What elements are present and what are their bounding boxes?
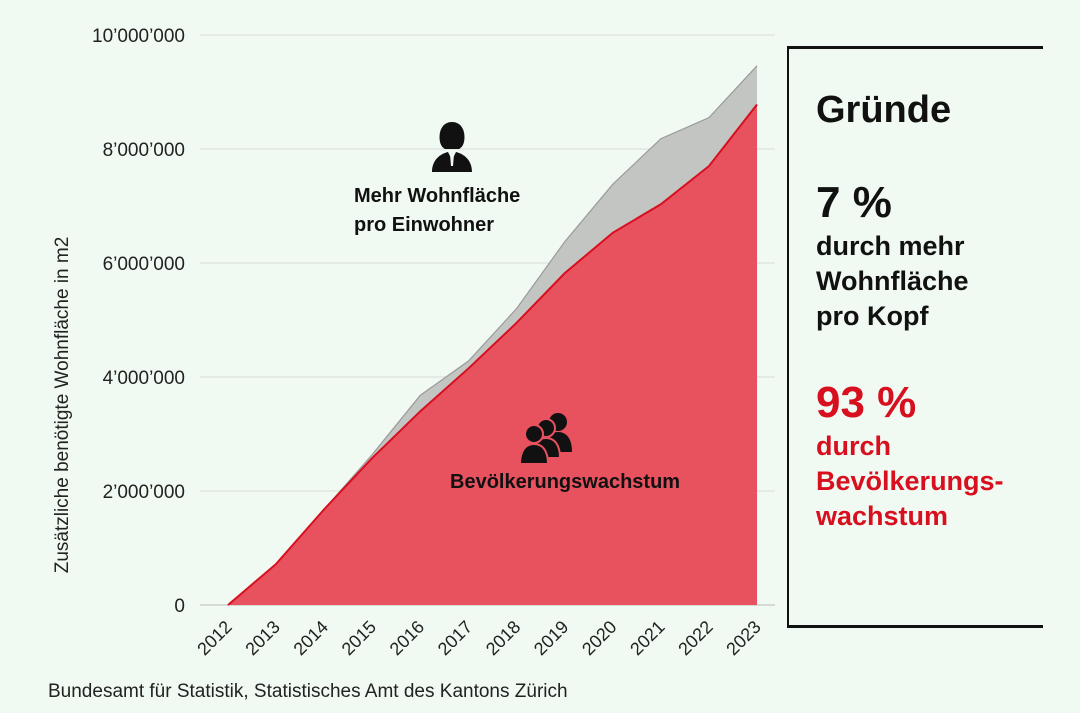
x-tick-label: 2014 [290, 617, 332, 659]
y-tick-label: 0 [174, 596, 185, 617]
reasons-panel: Gründe 7 % durch mehr Wohnfläche pro Kop… [787, 46, 1043, 628]
line-bevoelkerung [227, 103, 758, 606]
x-tick-label: 2021 [626, 617, 668, 659]
x-tick-label: 2015 [338, 617, 380, 659]
percent-wohnflaeche: 7 % [816, 178, 892, 227]
annotation-mehr-wohnflaeche-line2: pro Einwohner [354, 214, 494, 236]
percent-bevoelkerung: 93 % [816, 378, 917, 427]
reason-line: pro Kopf [816, 301, 929, 332]
reason-line: durch mehr [816, 231, 965, 261]
annotation-mehr-wohnflaeche-line1: Mehr Wohnfläche [354, 185, 520, 207]
reason-line: wachstum [816, 501, 949, 532]
reason-line: Wohnfläche [816, 266, 969, 297]
y-axis-ticks: 0 2’000’000 4’000’000 6’000’000 8’000’000 10’… [92, 26, 185, 617]
y-axis-label: Zusätzliche benötigte Wohnfläche in m2 [52, 237, 73, 574]
x-tick-label: 2018 [482, 617, 524, 659]
source-note: Bundesamt für Statistik, Statistisches A… [48, 681, 568, 702]
y-tick-label: 8’000’000 [103, 140, 185, 161]
reason-bevoelkerung: durch Bevölkerungs- wachstum [816, 429, 1041, 534]
area-bevoelkerungswachstum [228, 104, 757, 605]
y-tick-label: 4’000’000 [103, 368, 185, 389]
group-icon [518, 413, 572, 465]
x-tick-label: 2013 [241, 617, 283, 659]
reason-wohnflaeche: durch mehr Wohnfläche pro Kopf [816, 229, 1041, 334]
y-tick-label: 10’000’000 [92, 26, 185, 47]
y-tick-label: 2’000’000 [103, 482, 185, 503]
area-chart: 0 2’000’000 4’000’000 6’000’000 8’000’000 10’… [52, 26, 775, 659]
x-tick-label: 2019 [530, 617, 572, 659]
x-tick-label: 2017 [434, 617, 476, 659]
x-tick-label: 2022 [674, 617, 716, 659]
x-tick-label: 2016 [386, 617, 428, 659]
x-axis-ticks: 2012 2013 2014 2015 2016 2017 2018 2019 2020 2021… [193, 617, 764, 659]
annotation-bevoelkerung: Bevölkerungswachstum [450, 471, 680, 493]
panel-title: Gründe [816, 89, 952, 131]
reason-line: durch [816, 431, 892, 461]
y-tick-label: 6’000’000 [103, 254, 185, 275]
reason-line: Bevölkerungs- [816, 466, 1004, 497]
x-tick-label: 2023 [722, 617, 764, 659]
x-tick-label: 2012 [193, 617, 235, 659]
person-icon [432, 122, 472, 172]
x-tick-label: 2020 [578, 617, 620, 659]
